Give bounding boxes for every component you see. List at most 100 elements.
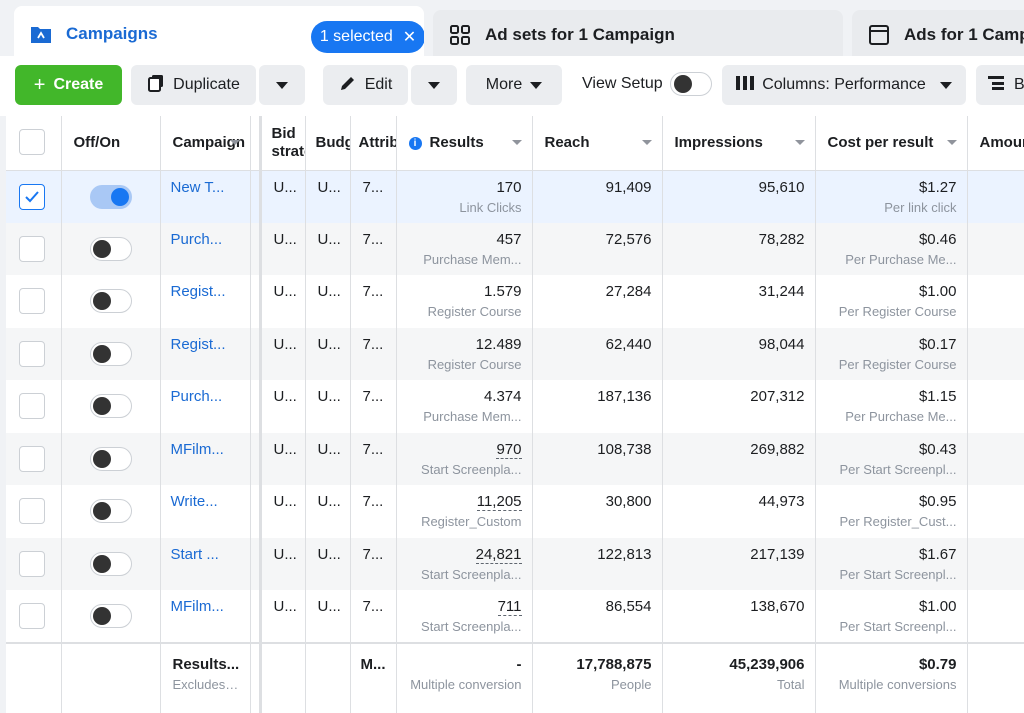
chevron-down-icon: [530, 81, 543, 89]
row-sep: [250, 275, 262, 328]
row-checkbox[interactable]: [19, 340, 45, 367]
results-cell: 457 Purchase Mem...: [396, 222, 533, 275]
row-checkbox[interactable]: [19, 183, 45, 210]
table-row[interactable]: MFilm... U... U... 7... 970 Start Screenpla..…: [6, 432, 1024, 485]
attribution-cell: 7...: [350, 222, 397, 275]
level-tabs: Campaigns 1 selected ✕ Ad sets for 1 Cam…: [0, 0, 1024, 62]
more-button[interactable]: More: [466, 65, 562, 105]
cost-per-result-cell: $0.43 Per Start Screenpl...: [815, 432, 968, 485]
edit-label: Edit: [364, 76, 393, 93]
bid-strategy-cell: U...: [260, 590, 306, 643]
campaign-name-cell[interactable]: Purch...: [160, 380, 251, 433]
campaign-on-off-toggle[interactable]: [89, 604, 132, 628]
amount-spent-cell: [967, 222, 1024, 275]
attribution-cell: 7...: [350, 537, 397, 590]
campaign-name-cell[interactable]: Regist...: [160, 275, 251, 328]
clear-selection-icon[interactable]: ✕: [402, 29, 417, 46]
tab-ads[interactable]: Ads for 1 Campaign: [852, 10, 1024, 60]
view-setup-label: View Setup: [582, 75, 663, 92]
columns-button[interactable]: Columns: Performance: [722, 65, 966, 105]
table-row[interactable]: Purch... U... U... 7... 4.374 Purchase Mem...…: [6, 380, 1024, 433]
campaign-on-off-toggle[interactable]: [89, 551, 132, 576]
row-checkbox[interactable]: [19, 288, 45, 314]
campaign-on-off-toggle[interactable]: [89, 341, 132, 366]
bid-strategy-header[interactable]: Bid strategy: [260, 116, 306, 171]
campaign-name-cell[interactable]: MFilm...: [160, 590, 251, 643]
row-checkbox[interactable]: [19, 445, 45, 472]
bid-strategy-cell: U...: [260, 327, 306, 380]
table-row[interactable]: Regist... U... U... 7... 12.489 Register Cour…: [6, 327, 1024, 380]
cost-per-result-cell: $0.17 Per Register Course: [815, 327, 968, 380]
campaign-name-link[interactable]: Purch...: [170, 230, 223, 248]
row-checkbox[interactable]: [19, 498, 45, 524]
campaign-name-link[interactable]: Start ...: [170, 545, 219, 563]
duplicate-button[interactable]: Duplicate: [131, 65, 256, 105]
table-row[interactable]: Purch... U... U... 7... 457 Purchase Mem... 72…: [6, 222, 1024, 275]
campaign-name-link[interactable]: MFilm...: [170, 598, 224, 615]
table-row[interactable]: Write... U... U... 7... 11,205 Register_Custo…: [6, 485, 1024, 538]
footer-reach: 17,788,875 People: [532, 641, 663, 713]
row-checkbox[interactable]: [19, 550, 45, 577]
campaign-name-cell[interactable]: Write...: [160, 485, 251, 538]
campaign-name-cell[interactable]: Start ...: [160, 537, 251, 590]
budget-cell: U...: [305, 170, 351, 223]
campaign-name-link[interactable]: Regist...: [170, 335, 226, 353]
select-all-header: [6, 116, 62, 171]
columns-label: Columns: Performance: [762, 76, 926, 93]
table-row[interactable]: Start ... U... U... 7... 24,821 Start Screenp…: [6, 537, 1024, 590]
table-row[interactable]: New T... U... U... 7... 170 Link Clicks 91,409…: [6, 170, 1024, 223]
duplicate-dropdown-button[interactable]: [259, 65, 305, 105]
row-select-cell: [6, 275, 62, 328]
footer-cost: $0.79 Multiple conversions: [815, 641, 968, 713]
campaign-on-off-toggle[interactable]: [89, 446, 132, 471]
sort-icon: [946, 140, 957, 145]
column-resizer[interactable]: [250, 116, 262, 171]
campaign-on-off-toggle[interactable]: [89, 184, 132, 209]
selected-count-pill[interactable]: 1 selected ✕: [311, 21, 424, 53]
budget-header[interactable]: Budget: [305, 116, 351, 171]
cost-per-result-cell: $1.15 Per Purchase Me...: [815, 380, 968, 433]
row-checkbox[interactable]: [19, 603, 45, 629]
create-button[interactable]: + Create: [15, 65, 122, 105]
row-checkbox[interactable]: [19, 235, 45, 262]
reach-header[interactable]: Reach: [532, 116, 663, 171]
footer-attribution: M...: [350, 641, 397, 713]
footer-sep: [250, 641, 262, 713]
select-all-checkbox[interactable]: [19, 129, 45, 156]
table-row[interactable]: MFilm... U... U... 7... 711 Start Screenpla..…: [6, 590, 1024, 643]
view-setup-toggle[interactable]: [670, 72, 712, 101]
tab-adsets[interactable]: Ad sets for 1 Campaign: [433, 10, 843, 60]
results-header[interactable]: i Results: [396, 116, 533, 171]
tab-campaigns[interactable]: Campaigns 1 selected ✕: [14, 6, 424, 62]
campaign-name-cell[interactable]: Purch...: [160, 222, 251, 275]
campaign-on-off-toggle[interactable]: [89, 394, 132, 418]
campaign-name-cell[interactable]: Regist...: [160, 327, 251, 380]
row-checkbox[interactable]: [19, 393, 45, 419]
campaign-name-link[interactable]: Purch...: [170, 388, 223, 405]
attribution-header[interactable]: Attribution: [350, 116, 397, 171]
campaign-name-link[interactable]: MFilm...: [170, 440, 224, 458]
campaign-name-link[interactable]: Regist...: [170, 283, 226, 300]
campaign-on-off-toggle[interactable]: [89, 289, 132, 313]
impressions-header[interactable]: Impressions: [662, 116, 816, 171]
bid-strategy-cell: U...: [260, 170, 306, 223]
campaign-name-link[interactable]: Write...: [170, 493, 218, 510]
amount-spent-cell: [967, 432, 1024, 485]
campaign-on-off-toggle[interactable]: [89, 236, 132, 261]
campaign-name-link[interactable]: New T...: [170, 178, 225, 196]
campaign-on-off-toggle[interactable]: [89, 499, 132, 523]
campaign-name-cell[interactable]: New T...: [160, 170, 251, 223]
amount-spent-header[interactable]: Amount spent: [967, 116, 1024, 171]
cost-per-result-header[interactable]: Cost per result: [815, 116, 968, 171]
results-cell: 4.374 Purchase Mem...: [396, 380, 533, 433]
breakdown-button[interactable]: Breakdown: [976, 65, 1024, 105]
amount-spent-cell: [967, 485, 1024, 538]
campaign-header[interactable]: Campaign: [160, 116, 251, 171]
footer-empty: [61, 641, 161, 713]
edit-button[interactable]: Edit: [323, 65, 408, 105]
budget-cell: U...: [305, 275, 351, 328]
edit-dropdown-button[interactable]: [411, 65, 457, 105]
table-row[interactable]: Regist... U... U... 7... 1.579 Register Cours…: [6, 275, 1024, 328]
campaign-name-cell[interactable]: MFilm...: [160, 432, 251, 485]
info-icon[interactable]: i: [408, 137, 422, 151]
